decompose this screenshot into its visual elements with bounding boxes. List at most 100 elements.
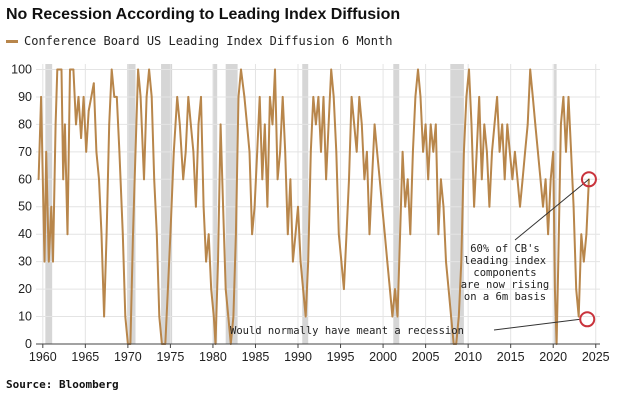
data-point — [100, 233, 103, 236]
annotation-2-highlight-circle — [579, 311, 596, 328]
data-point — [539, 178, 542, 181]
data-point — [309, 150, 312, 153]
data-point — [368, 233, 371, 236]
data-point — [320, 150, 322, 153]
annotation-1-pointer — [514, 178, 590, 241]
data-point — [253, 205, 256, 208]
data-point — [98, 178, 100, 181]
y-tick-label: 70 — [18, 145, 32, 159]
data-point — [371, 178, 373, 181]
data-point — [243, 96, 246, 98]
data-point — [286, 233, 289, 236]
data-point — [478, 96, 481, 98]
data-point — [409, 233, 412, 236]
data-point — [246, 123, 248, 126]
data-point — [565, 150, 567, 153]
y-tick-label: 20 — [18, 282, 32, 296]
data-point — [312, 96, 315, 98]
annotation-1-text-line: components — [473, 267, 536, 279]
data-point — [45, 150, 48, 153]
data-point — [95, 150, 98, 153]
data-point — [261, 178, 264, 181]
y-tick-label: 10 — [18, 310, 32, 324]
data-point — [350, 96, 353, 98]
data-point — [227, 315, 230, 318]
data-point — [143, 178, 145, 181]
data-point — [485, 150, 488, 153]
data-point — [92, 82, 95, 85]
data-point — [411, 150, 414, 153]
data-point — [417, 68, 419, 71]
x-tick-label: 1990 — [284, 350, 312, 364]
data-point — [554, 288, 556, 290]
data-point — [155, 233, 158, 236]
data-point — [75, 123, 77, 126]
annotation-1-highlight-circle — [580, 171, 597, 188]
data-point — [137, 68, 139, 71]
data-point — [406, 178, 409, 181]
x-tick-label: 1985 — [242, 350, 270, 364]
data-point — [158, 315, 161, 318]
data-point — [110, 68, 113, 71]
data-point — [113, 96, 116, 98]
data-point — [335, 150, 338, 153]
data-point — [552, 150, 555, 153]
x-tick-label: 1970 — [114, 350, 142, 364]
data-point — [115, 96, 118, 98]
data-point — [212, 315, 215, 318]
data-point — [391, 315, 394, 318]
data-point — [447, 288, 450, 290]
data-point — [529, 68, 532, 71]
data-point — [166, 288, 169, 290]
data-point — [437, 233, 440, 236]
data-point — [266, 205, 269, 208]
data-point — [210, 288, 213, 290]
data-point — [178, 123, 181, 126]
data-point — [302, 288, 305, 290]
data-point — [457, 315, 460, 318]
data-point — [355, 150, 358, 153]
annotation-2-text: Would normally have meant a recession — [230, 325, 464, 337]
data-point — [442, 205, 445, 208]
recession-band — [302, 64, 309, 344]
data-point — [340, 260, 343, 263]
data-point — [322, 96, 325, 98]
data-point — [559, 123, 562, 126]
data-point — [40, 96, 43, 98]
data-point — [506, 123, 509, 126]
data-point — [493, 123, 496, 126]
data-point — [169, 233, 172, 236]
data-point — [549, 178, 552, 181]
data-point — [388, 288, 391, 290]
data-point — [77, 96, 80, 98]
recession-shading — [45, 64, 557, 344]
y-tick-label: 90 — [18, 90, 32, 104]
data-point — [519, 205, 521, 208]
data-point — [153, 178, 156, 181]
data-point — [488, 205, 491, 208]
data-point — [237, 96, 240, 98]
data-point — [460, 260, 463, 263]
data-point — [366, 150, 368, 153]
data-point — [404, 205, 407, 208]
data-point — [271, 123, 274, 126]
data-point — [263, 123, 266, 126]
x-tick-label: 2025 — [582, 350, 610, 364]
data-point — [304, 315, 307, 318]
data-point — [511, 178, 514, 181]
data-point — [531, 96, 534, 98]
data-point — [332, 96, 335, 98]
recession-band — [225, 64, 238, 344]
data-point — [473, 205, 475, 208]
data-point — [557, 260, 560, 263]
y-tick-label: 40 — [18, 227, 32, 241]
y-tick-label: 0 — [25, 337, 32, 351]
data-point — [378, 178, 381, 181]
recession-band — [127, 64, 136, 344]
data-point — [72, 68, 75, 71]
data-point — [570, 150, 572, 153]
data-point — [343, 288, 345, 290]
legend-label: Conference Board US Leading Index Diffus… — [24, 34, 393, 48]
data-point — [498, 150, 501, 153]
